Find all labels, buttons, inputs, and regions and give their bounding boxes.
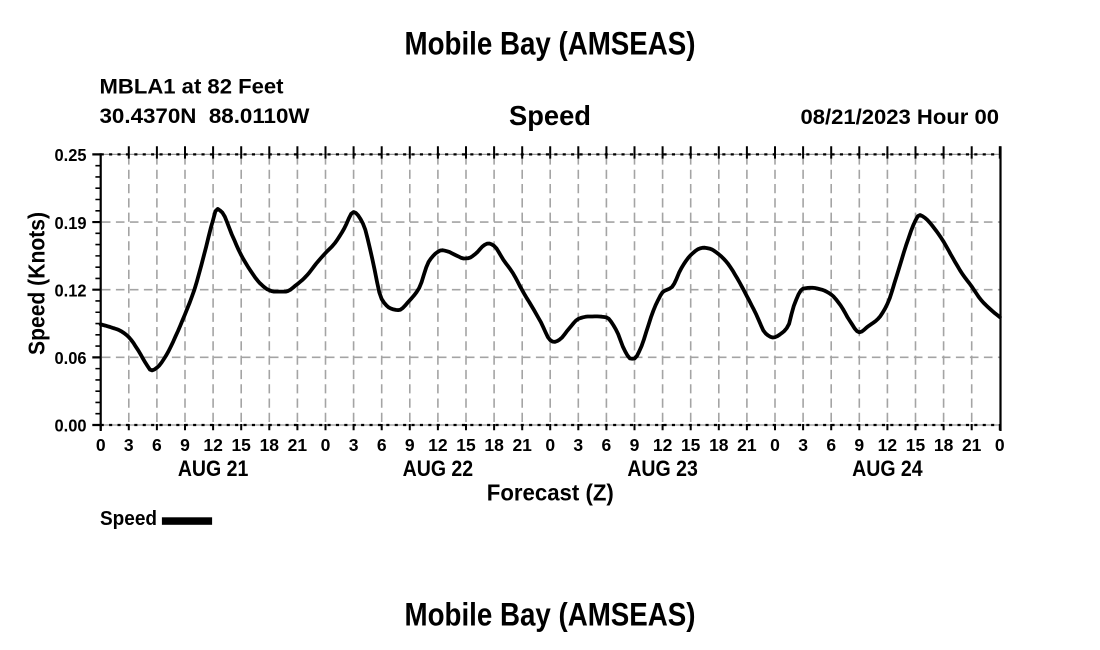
svg-text:Mobile Bay (AMSEAS): Mobile Bay (AMSEAS) bbox=[405, 26, 696, 62]
svg-text:15: 15 bbox=[456, 435, 476, 455]
svg-text:MBLA1 at 82 Feet: MBLA1 at 82 Feet bbox=[100, 75, 284, 98]
svg-text:9: 9 bbox=[405, 435, 415, 455]
svg-text:15: 15 bbox=[906, 435, 926, 455]
svg-text:15: 15 bbox=[231, 435, 251, 455]
svg-text:6: 6 bbox=[152, 435, 162, 455]
svg-text:AUG 23: AUG 23 bbox=[627, 456, 698, 481]
svg-text:9: 9 bbox=[180, 435, 190, 455]
svg-text:12: 12 bbox=[878, 435, 898, 455]
svg-text:Forecast (Z): Forecast (Z) bbox=[487, 480, 614, 506]
svg-text:0: 0 bbox=[96, 435, 106, 455]
svg-text:18: 18 bbox=[484, 435, 504, 455]
svg-text:3: 3 bbox=[573, 435, 583, 455]
svg-text:Speed (Knots): Speed (Knots) bbox=[24, 212, 50, 355]
svg-text:18: 18 bbox=[260, 435, 280, 455]
svg-text:Speed: Speed bbox=[100, 508, 157, 530]
svg-text:18: 18 bbox=[934, 435, 954, 455]
svg-text:6: 6 bbox=[826, 435, 836, 455]
svg-text:3: 3 bbox=[349, 435, 359, 455]
svg-text:12: 12 bbox=[653, 435, 673, 455]
svg-text:12: 12 bbox=[203, 435, 223, 455]
svg-text:21: 21 bbox=[288, 435, 308, 455]
svg-text:0.12: 0.12 bbox=[55, 280, 87, 300]
svg-text:3: 3 bbox=[798, 435, 808, 455]
svg-text:0: 0 bbox=[545, 435, 555, 455]
svg-text:6: 6 bbox=[602, 435, 612, 455]
svg-text:18: 18 bbox=[709, 435, 729, 455]
svg-text:21: 21 bbox=[962, 435, 982, 455]
svg-text:Speed: Speed bbox=[509, 100, 591, 131]
svg-text:21: 21 bbox=[737, 435, 757, 455]
svg-text:3: 3 bbox=[124, 435, 134, 455]
svg-text:9: 9 bbox=[854, 435, 864, 455]
svg-text:08/21/2023 Hour 00: 08/21/2023 Hour 00 bbox=[801, 106, 1000, 129]
svg-text:0.06: 0.06 bbox=[55, 348, 87, 368]
svg-text:12: 12 bbox=[428, 435, 448, 455]
svg-text:0.19: 0.19 bbox=[55, 213, 87, 233]
svg-text:AUG 21: AUG 21 bbox=[178, 456, 249, 481]
svg-text:AUG 22: AUG 22 bbox=[403, 456, 474, 481]
svg-text:AUG 24: AUG 24 bbox=[852, 456, 923, 481]
svg-text:0: 0 bbox=[321, 435, 331, 455]
svg-text:21: 21 bbox=[512, 435, 532, 455]
svg-text:0.25: 0.25 bbox=[55, 145, 87, 165]
svg-text:15: 15 bbox=[681, 435, 701, 455]
svg-text:30.4370N 88.0110W: 30.4370N 88.0110W bbox=[100, 105, 310, 128]
svg-text:0: 0 bbox=[770, 435, 780, 455]
svg-text:Mobile Bay (AMSEAS): Mobile Bay (AMSEAS) bbox=[405, 597, 696, 633]
svg-text:0: 0 bbox=[995, 435, 1005, 455]
svg-text:6: 6 bbox=[377, 435, 387, 455]
svg-text:0.00: 0.00 bbox=[55, 416, 87, 436]
svg-text:9: 9 bbox=[630, 435, 640, 455]
